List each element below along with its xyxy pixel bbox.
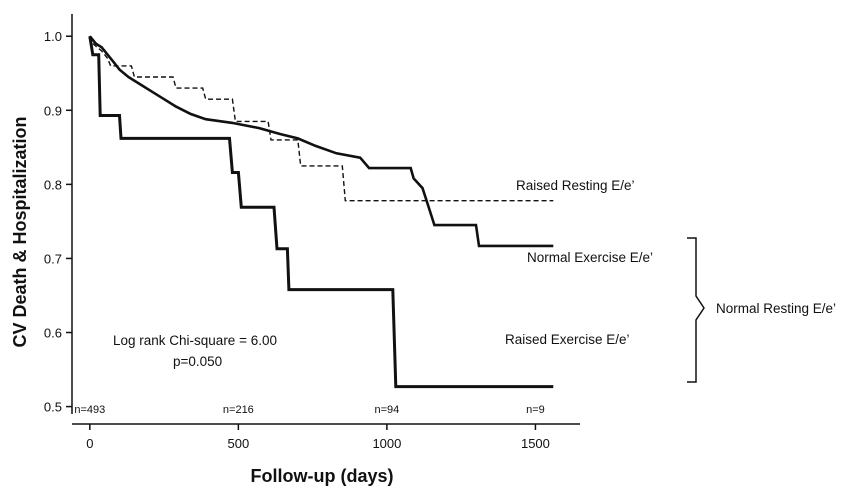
x-tick-label: 1000: [372, 436, 401, 451]
risk-label: n=493: [74, 404, 105, 416]
risk-label: n=9: [526, 404, 545, 416]
bracket: [687, 237, 705, 383]
bracket-label: Normal Resting E/e’: [716, 301, 836, 316]
axes: 0.5 0.6 0.7 0.8 0.9 1.0 0 500 1000 1500: [44, 14, 580, 451]
x-tick-label: 500: [228, 436, 250, 451]
x-axis-title: Follow-up (days): [251, 466, 394, 486]
x-tick-label: 0: [86, 436, 93, 451]
series-line-0: [89, 35, 554, 202]
series-line-2: [88, 35, 554, 389]
y-tick-label: 0.7: [44, 251, 62, 266]
label-raised-resting: Raised Resting E/e’: [516, 178, 635, 193]
x-tick-label: 1500: [521, 436, 550, 451]
stat-p-value: p=0.050: [173, 354, 222, 369]
series-layer: [88, 35, 554, 389]
y-axis-title: CV Death & Hospitalization: [10, 116, 30, 347]
label-normal-exercise: Normal Exercise E/e’: [527, 250, 653, 265]
label-raised-exercise: Raised Exercise E/e’: [505, 332, 630, 347]
y-tick-label: 1.0: [44, 29, 62, 44]
stat-chi-square: Log rank Chi-square = 6.00: [113, 333, 277, 348]
series-line-1: [88, 35, 554, 248]
y-tick-label: 0.6: [44, 326, 62, 341]
y-tick-label: 0.8: [44, 177, 62, 192]
y-tick-label: 0.9: [44, 103, 62, 118]
risk-label: n=216: [223, 404, 254, 416]
risk-label: n=94: [375, 404, 400, 416]
y-tick-label: 0.5: [44, 400, 62, 415]
numbers-at-risk: n=493 n=216 n=94 n=9: [74, 404, 544, 416]
